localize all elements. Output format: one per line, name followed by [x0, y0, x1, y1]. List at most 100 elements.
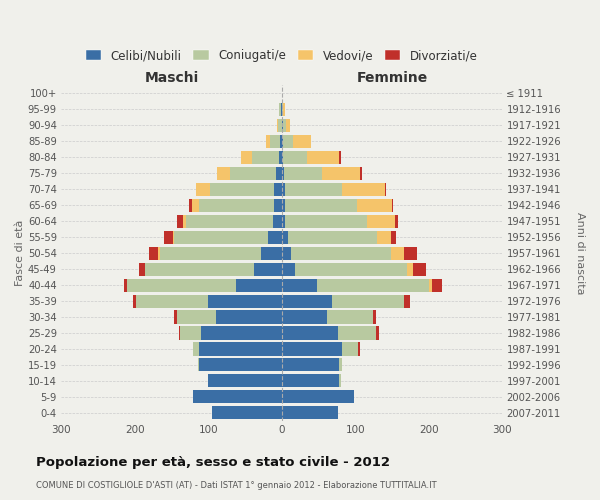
Legend: Celibi/Nubili, Coniugati/e, Vedovi/e, Divorziati/e: Celibi/Nubili, Coniugati/e, Vedovi/e, Di…	[81, 44, 482, 67]
Bar	[199, 198, 274, 212]
Bar	[357, 198, 392, 212]
Bar	[212, 406, 281, 420]
Text: Femmine: Femmine	[356, 70, 428, 85]
Bar	[361, 167, 362, 180]
Bar	[342, 182, 385, 196]
Bar	[254, 262, 281, 276]
Bar	[230, 167, 276, 180]
Bar	[201, 326, 281, 340]
Bar	[338, 326, 376, 340]
Bar	[293, 135, 311, 148]
Y-axis label: Anni di nascita: Anni di nascita	[575, 212, 585, 294]
Bar	[281, 278, 317, 291]
Bar	[281, 198, 284, 212]
Bar	[192, 198, 199, 212]
Bar	[332, 294, 404, 308]
Bar	[164, 230, 173, 243]
Bar	[281, 262, 295, 276]
Bar	[413, 262, 426, 276]
Bar	[339, 374, 341, 388]
Bar	[274, 182, 281, 196]
Bar	[281, 358, 339, 372]
Bar	[177, 214, 183, 228]
Bar	[217, 167, 230, 180]
Bar	[278, 119, 281, 132]
Bar	[290, 246, 391, 260]
Bar	[193, 390, 281, 404]
Bar	[281, 135, 283, 148]
Bar	[281, 326, 338, 340]
Bar	[342, 342, 358, 355]
Bar	[283, 151, 307, 164]
Bar	[261, 246, 281, 260]
Bar	[281, 214, 284, 228]
Bar	[196, 182, 209, 196]
Bar	[209, 182, 274, 196]
Bar	[429, 278, 432, 291]
Bar	[284, 214, 367, 228]
Bar	[136, 294, 208, 308]
Bar	[268, 230, 281, 243]
Bar	[189, 198, 192, 212]
Bar	[127, 278, 236, 291]
Bar	[145, 262, 254, 276]
Bar	[177, 310, 215, 324]
Bar	[175, 230, 268, 243]
Bar	[284, 198, 357, 212]
Bar	[404, 294, 410, 308]
Bar	[280, 103, 281, 116]
Bar	[139, 262, 145, 276]
Bar	[281, 119, 283, 132]
Bar	[281, 406, 338, 420]
Bar	[158, 246, 160, 260]
Bar	[281, 294, 332, 308]
Bar	[266, 135, 270, 148]
Bar	[277, 119, 278, 132]
Bar	[133, 294, 136, 308]
Bar	[276, 167, 281, 180]
Bar	[284, 167, 322, 180]
Bar	[339, 151, 341, 164]
Bar	[373, 310, 376, 324]
Bar	[295, 262, 407, 276]
Bar	[432, 278, 442, 291]
Bar	[281, 310, 327, 324]
Bar	[404, 246, 417, 260]
Bar	[281, 342, 342, 355]
Bar	[173, 230, 175, 243]
Bar	[198, 358, 199, 372]
Bar	[376, 326, 379, 340]
Bar	[186, 214, 273, 228]
Bar	[251, 151, 280, 164]
Bar	[281, 151, 283, 164]
Bar	[377, 230, 391, 243]
Bar	[236, 278, 281, 291]
Bar	[281, 374, 339, 388]
Bar	[199, 342, 281, 355]
Bar	[215, 310, 281, 324]
Bar	[208, 374, 281, 388]
Bar	[322, 167, 361, 180]
Bar	[274, 198, 281, 212]
Bar	[281, 167, 284, 180]
Bar	[199, 358, 281, 372]
Bar	[281, 230, 287, 243]
Bar	[281, 103, 283, 116]
Bar	[287, 230, 377, 243]
Bar	[280, 135, 281, 148]
Bar	[281, 246, 290, 260]
Bar	[367, 214, 395, 228]
Bar	[281, 182, 284, 196]
Bar	[241, 151, 251, 164]
Bar	[286, 119, 290, 132]
Bar	[284, 182, 342, 196]
Bar	[407, 262, 413, 276]
Bar	[281, 390, 354, 404]
Bar	[273, 214, 281, 228]
Text: Popolazione per età, sesso e stato civile - 2012: Popolazione per età, sesso e stato civil…	[36, 456, 390, 469]
Bar	[317, 278, 429, 291]
Bar	[391, 230, 397, 243]
Bar	[339, 358, 342, 372]
Bar	[280, 151, 281, 164]
Bar	[149, 246, 158, 260]
